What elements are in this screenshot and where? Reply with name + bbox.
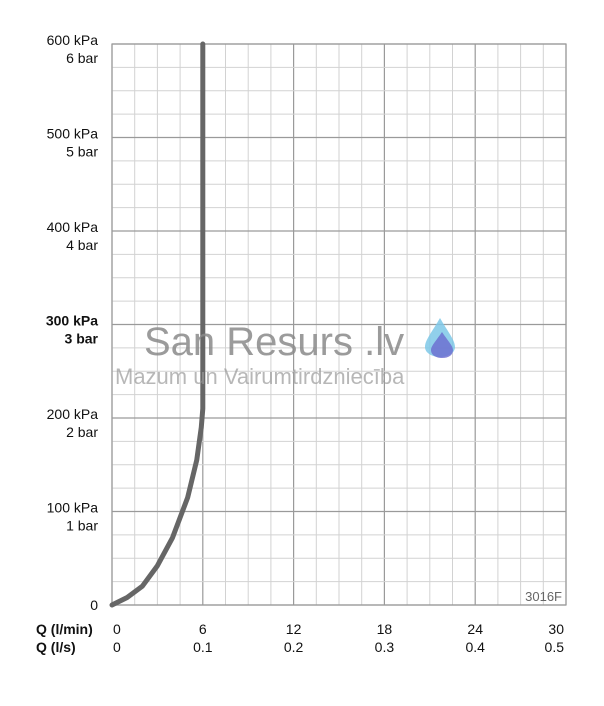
x-tick-label: 0 [113, 621, 121, 637]
chart-code-label: 3016F [525, 589, 562, 604]
x-axis-title: Q (l/min) [36, 621, 93, 637]
y-tick-label-bar: 4 bar [66, 237, 98, 253]
x-tick-label: 0.3 [375, 639, 395, 655]
y-tick-label-kpa: 400 kPa [47, 219, 99, 235]
water-drop-icon [425, 318, 455, 358]
y-tick-label-kpa: 500 kPa [47, 126, 99, 142]
x-tick-label: 6 [199, 621, 207, 637]
series-line [109, 41, 206, 608]
series-layer [109, 41, 206, 608]
y-tick-label-kpa: 300 kPa [46, 313, 98, 329]
chart-grid [111, 43, 567, 606]
x-tick-label: 0.1 [193, 639, 213, 655]
plot-frame [111, 43, 567, 606]
x-tick-label: 24 [467, 621, 483, 637]
watermark-subtitle: Mazum un Vairumtirdzniecība [115, 364, 405, 389]
y-tick-label-bar: 5 bar [66, 144, 98, 160]
y-tick-label-bar: 1 bar [66, 518, 98, 534]
watermark: San Resurs .lv Mazum un Vairumtirdzniecī… [115, 318, 455, 389]
x-tick-label: 0.2 [284, 639, 304, 655]
y-tick-label-bar: 6 bar [66, 50, 98, 66]
watermark-title: San Resurs .lv [144, 320, 404, 364]
x-tick-label: 0.5 [545, 639, 565, 655]
y-tick-label-kpa: 0 [90, 597, 98, 613]
y-tick-label-bar: 3 bar [65, 331, 99, 347]
y-tick-label-kpa: 600 kPa [47, 32, 99, 48]
y-tick-label-kpa: 100 kPa [47, 500, 99, 516]
x-tick-label: 12 [286, 621, 302, 637]
y-tick-label-bar: 2 bar [66, 424, 98, 440]
x-axis-title: Q (l/s) [36, 639, 76, 655]
x-tick-label: 30 [548, 621, 564, 637]
x-tick-label: 0.4 [465, 639, 485, 655]
y-tick-label-kpa: 200 kPa [47, 406, 99, 422]
x-tick-label: 18 [377, 621, 393, 637]
y-axis: 0 100 kPa 1 bar 200 kPa 2 bar 300 kPa 3 bar 400… [46, 32, 99, 613]
x-axis: Q (l/min) 0 6 12 18 24 30 Q (l/s) 0 0.1 0.2 0.3 0.4 0… [36, 621, 564, 655]
x-tick-label: 0 [113, 639, 121, 655]
